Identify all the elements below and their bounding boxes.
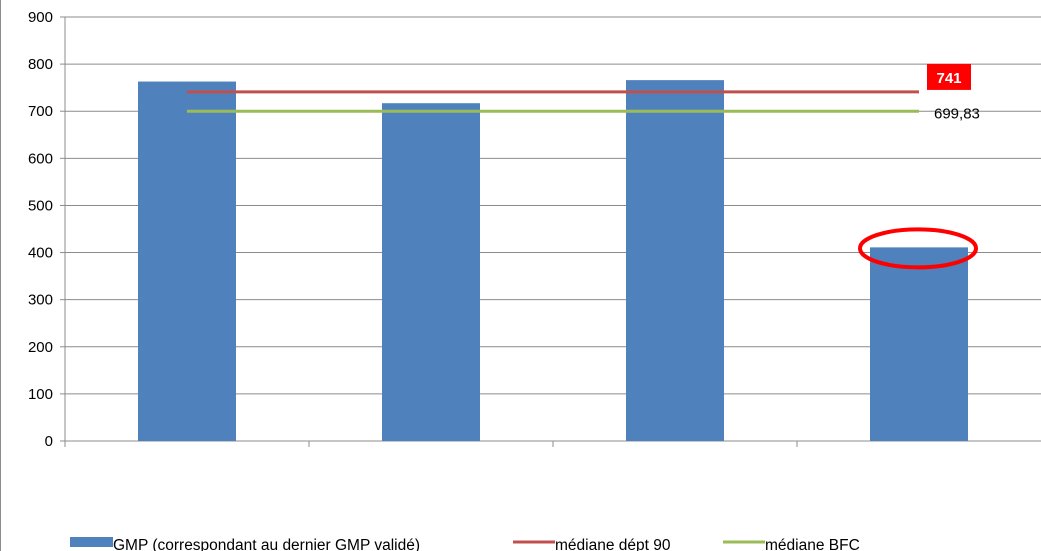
bar [626, 80, 724, 441]
y-tick-label: 900 [28, 9, 53, 26]
data-label: 741 [936, 70, 961, 87]
y-tick-label: 100 [28, 386, 53, 403]
y-tick-label: 600 [28, 150, 53, 167]
y-tick-label: 800 [28, 56, 53, 73]
highlight-ellipse [858, 227, 978, 270]
legend-label: médiane BFC [765, 537, 860, 551]
legend-label: GMP (correspondant au dernier GMP validé… [113, 537, 420, 551]
y-tick-label: 200 [28, 339, 53, 356]
bars [138, 80, 968, 442]
data-label: 699,83 [934, 105, 980, 122]
bar [870, 247, 968, 441]
y-tick-label: 300 [28, 292, 53, 309]
data-label-box [927, 63, 971, 90]
reference-lines [187, 90, 919, 113]
y-tick-label: 700 [28, 103, 53, 120]
annotations [858, 227, 978, 270]
legend-label: médiane dépt 90 [555, 537, 671, 551]
y-tick-label: 400 [28, 245, 53, 262]
axes: 0 100 200 300 400 500 600 700 800 900 [28, 9, 1041, 450]
y-tick-label: 500 [28, 197, 53, 214]
bar [382, 103, 480, 442]
data-labels: 741 699,83 [927, 63, 980, 122]
y-tick-label: 0 [45, 433, 53, 450]
legend-swatch [70, 537, 113, 547]
bar [138, 81, 236, 441]
legend: GMP (correspondant au dernier GMP validé… [70, 537, 860, 551]
